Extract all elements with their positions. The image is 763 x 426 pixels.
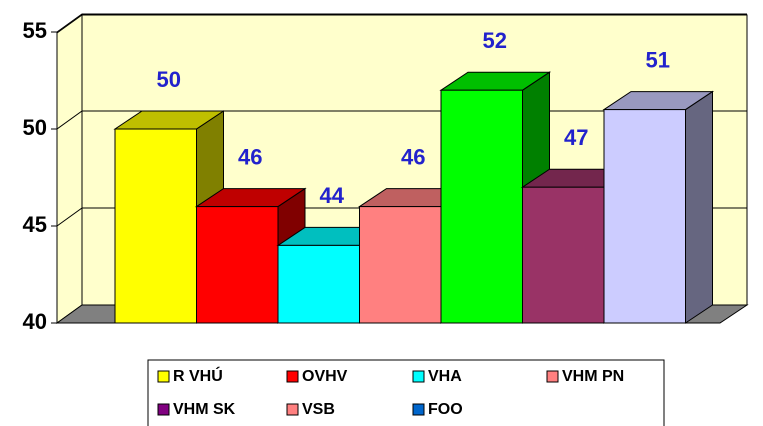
legend-label: R VHÚ	[173, 366, 223, 385]
legend-label: VHA	[428, 368, 462, 385]
bar	[114, 128, 197, 324]
legend-marker	[286, 370, 299, 383]
y-tick-label: 50	[23, 115, 47, 140]
legend-marker	[412, 403, 425, 416]
legend-label: VSB	[302, 401, 335, 418]
bar	[277, 244, 360, 324]
legend-label: OVHV	[302, 368, 348, 385]
value-label: 47	[564, 125, 588, 150]
legend-label: FOO	[428, 401, 463, 418]
legend-marker	[157, 403, 170, 416]
legend-marker	[286, 403, 299, 416]
legend-marker	[412, 370, 425, 383]
bar	[440, 89, 523, 324]
legend	[147, 359, 665, 426]
legend-marker	[546, 370, 559, 383]
y-tick-label: 55	[23, 18, 47, 43]
value-label: 44	[320, 183, 345, 208]
bar	[359, 206, 442, 324]
y-tick-label: 45	[23, 212, 47, 237]
value-label: 51	[646, 47, 670, 72]
value-label: 52	[483, 28, 507, 53]
side-wall	[56, 14, 83, 324]
bar	[522, 186, 605, 324]
legend-label: VHM SK	[173, 401, 236, 418]
legend-label: VHM PN	[562, 368, 624, 385]
y-tick-label: 40	[23, 309, 47, 334]
bar	[603, 109, 686, 324]
legend-marker	[157, 370, 170, 383]
value-label: 46	[238, 144, 262, 169]
value-label: 46	[401, 144, 425, 169]
bar	[196, 206, 279, 324]
value-label: 50	[157, 67, 181, 92]
grid-line	[56, 13, 747, 33]
bar-side	[685, 90, 713, 324]
